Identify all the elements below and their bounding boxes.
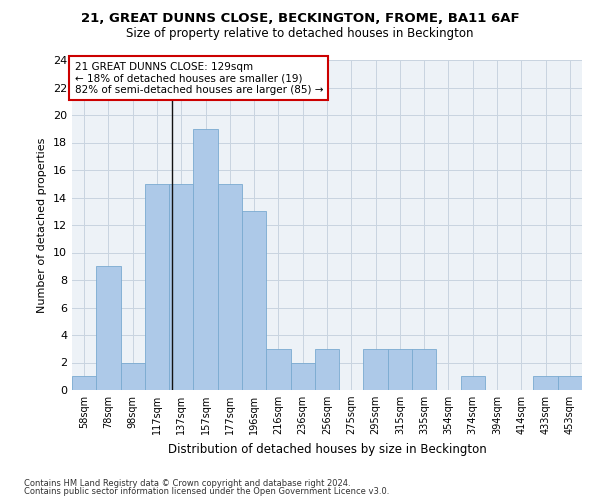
Bar (145, 184, 169, 390)
Bar (558, 376, 582, 390)
Bar (412, 349, 436, 390)
Bar (266, 349, 290, 390)
Bar (218, 184, 242, 390)
Text: Contains HM Land Registry data © Crown copyright and database right 2024.: Contains HM Land Registry data © Crown c… (24, 478, 350, 488)
Bar (72, 376, 96, 390)
Y-axis label: Number of detached properties: Number of detached properties (37, 138, 47, 312)
Bar (121, 362, 145, 390)
Text: Size of property relative to detached houses in Beckington: Size of property relative to detached ho… (126, 28, 474, 40)
Bar (96, 266, 121, 390)
Bar (364, 349, 388, 390)
Bar (193, 128, 218, 390)
X-axis label: Distribution of detached houses by size in Beckington: Distribution of detached houses by size … (167, 442, 487, 456)
Bar (388, 349, 412, 390)
Text: 21 GREAT DUNNS CLOSE: 129sqm
← 18% of detached houses are smaller (19)
82% of se: 21 GREAT DUNNS CLOSE: 129sqm ← 18% of de… (74, 62, 323, 95)
Bar (169, 184, 193, 390)
Bar (461, 376, 485, 390)
Bar (533, 376, 558, 390)
Text: 21, GREAT DUNNS CLOSE, BECKINGTON, FROME, BA11 6AF: 21, GREAT DUNNS CLOSE, BECKINGTON, FROME… (80, 12, 520, 26)
Bar (242, 211, 266, 390)
Text: Contains public sector information licensed under the Open Government Licence v3: Contains public sector information licen… (24, 487, 389, 496)
Bar (290, 362, 315, 390)
Bar (315, 349, 339, 390)
